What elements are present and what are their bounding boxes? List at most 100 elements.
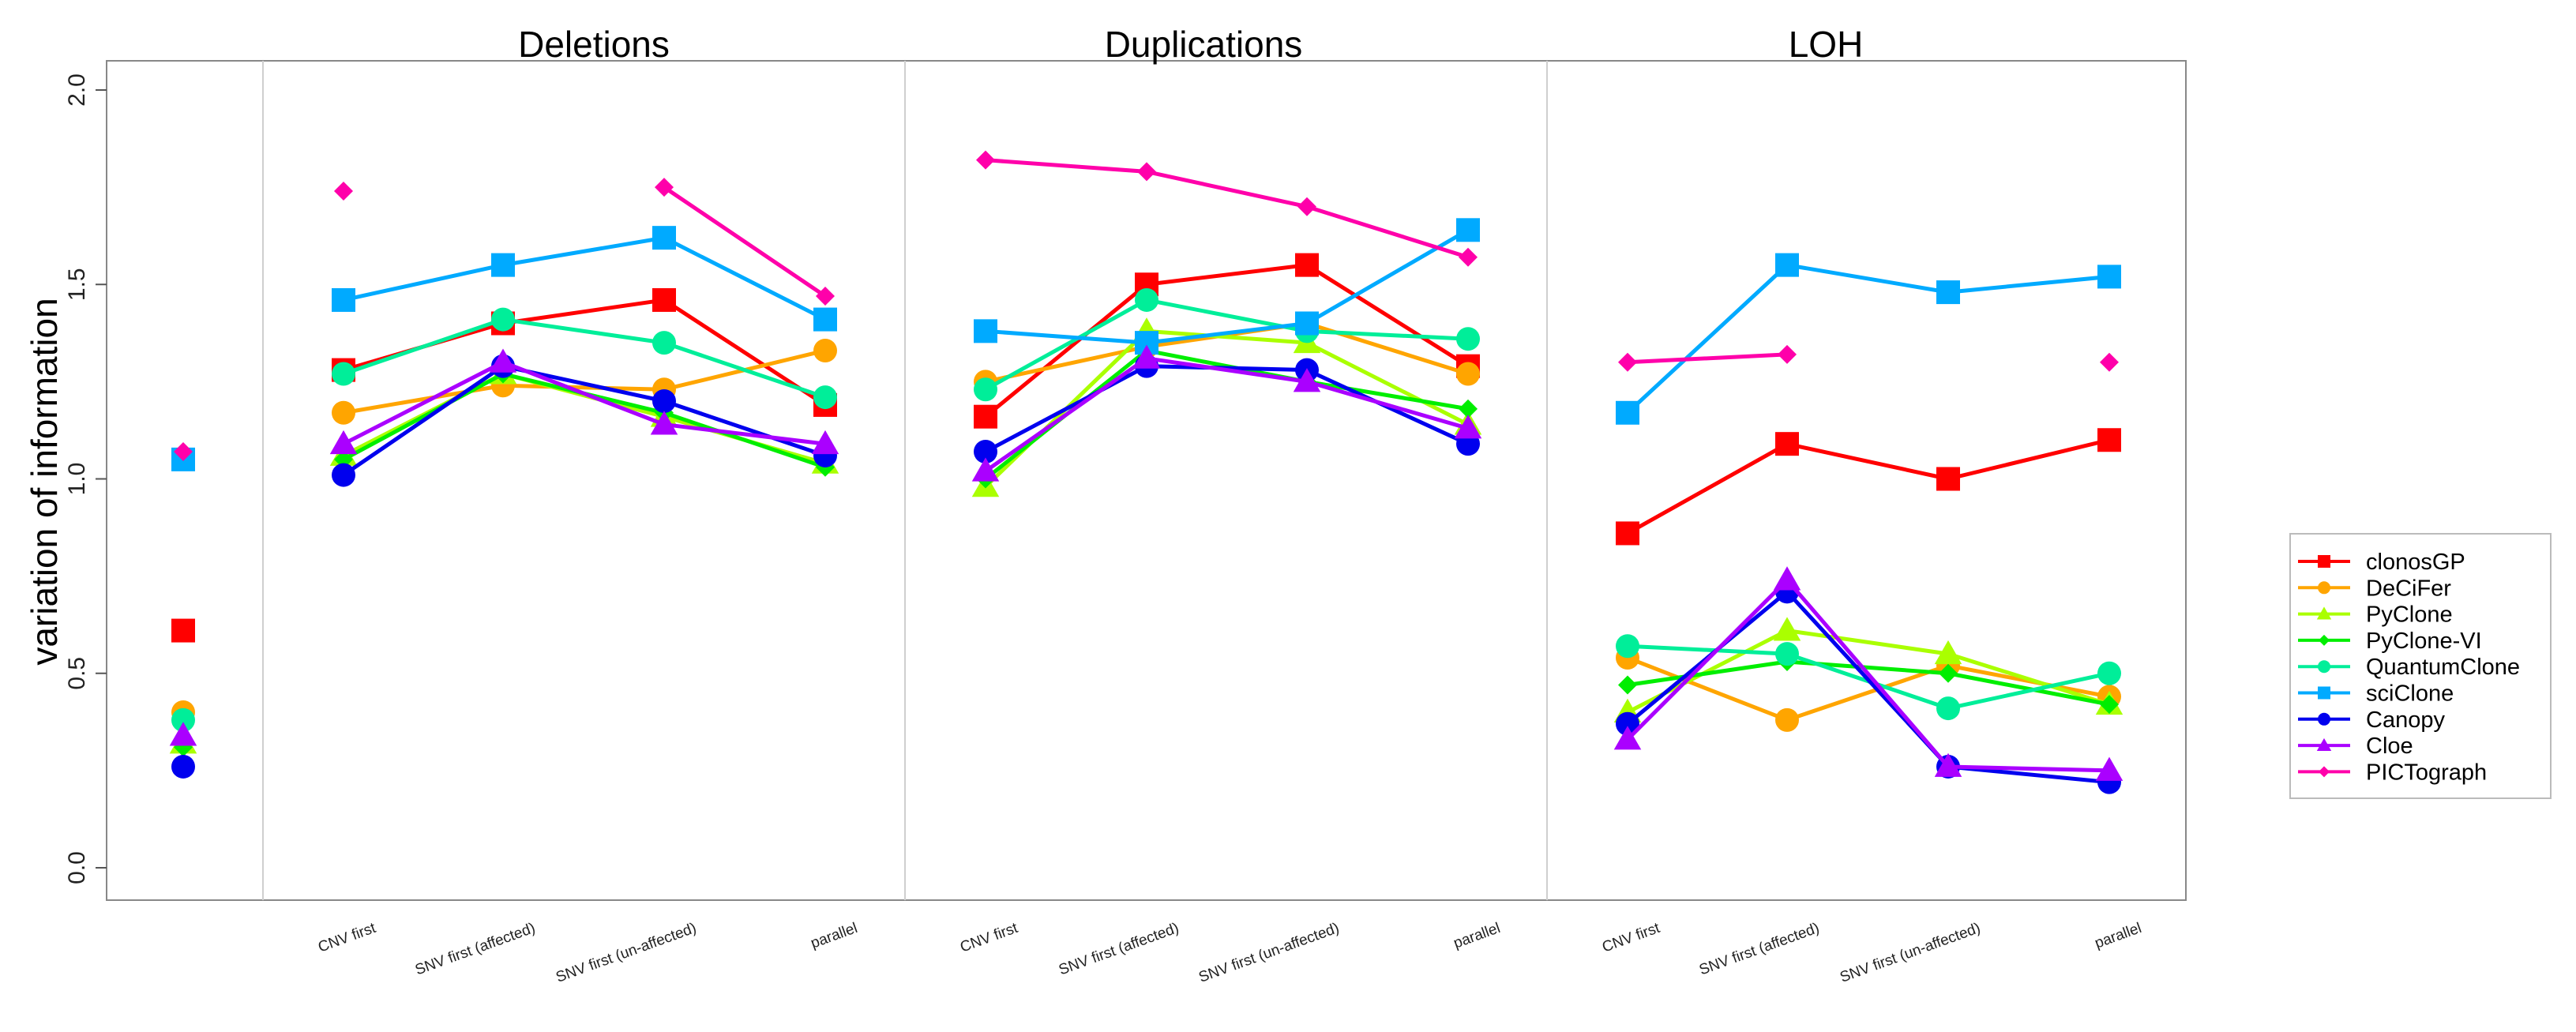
legend-swatch-marker	[2318, 686, 2330, 700]
legend-item: Canopy	[2298, 707, 2445, 733]
series-line-segment	[1785, 441, 1951, 481]
series-Canopy	[171, 354, 2121, 794]
series-line-segment	[1785, 263, 1951, 295]
series-line-segment	[1305, 328, 1470, 341]
data-point	[332, 287, 355, 312]
data-point	[811, 430, 839, 455]
series-line-segment	[341, 383, 505, 415]
y-axis: variation of information 0.0 0.5 1.0 1.5 2.0	[24, 73, 107, 884]
legend-swatch-marker	[2318, 581, 2330, 595]
x-tick-label: CNV first	[1600, 920, 1662, 956]
series-sciClone	[171, 218, 2121, 471]
data-point	[813, 385, 837, 410]
series-line-segment	[1625, 655, 1789, 722]
data-point	[491, 253, 515, 277]
legend-item: PyClone-VI	[2298, 629, 2482, 654]
data-point	[1616, 711, 1639, 736]
data-point	[1456, 327, 1480, 351]
legend-label: PyClone	[2366, 602, 2453, 628]
y-tick-label: 1.0	[64, 463, 90, 496]
legend-label: clonosGP	[2366, 550, 2465, 575]
data-point	[974, 377, 997, 402]
data-point	[1456, 362, 1480, 386]
baseline-point	[169, 722, 197, 746]
panel-title-deletions: Deletions	[518, 24, 670, 65]
legend-swatch-marker	[2319, 766, 2330, 778]
baseline-point	[171, 707, 195, 732]
series-layer	[169, 150, 2124, 794]
data-point	[971, 457, 1000, 482]
series-line-segment	[1305, 263, 1470, 369]
series-line-segment	[1785, 629, 1951, 656]
series-line-segment	[501, 235, 667, 268]
series-line-segment	[341, 372, 505, 462]
data-point	[652, 226, 676, 250]
legend-swatch-marker	[2316, 606, 2332, 620]
x-tick-label: parallel	[809, 920, 860, 952]
data-point	[1775, 642, 1799, 666]
data-point	[813, 307, 837, 332]
legend-item: clonosGP	[2298, 550, 2465, 575]
data-point	[650, 411, 678, 435]
legend-item: Cloe	[2298, 734, 2413, 759]
series-line-segment	[1144, 321, 1309, 345]
series-line-segment	[1144, 356, 1309, 384]
data-point	[1459, 399, 1478, 418]
data-point	[1934, 752, 1962, 777]
data-point	[1618, 352, 1637, 372]
y-axis-label: variation of information	[24, 298, 65, 665]
data-point	[1454, 415, 1482, 439]
data-point	[332, 463, 355, 487]
data-point	[491, 307, 515, 332]
series-QuantumClone	[171, 287, 2121, 732]
data-point	[2097, 661, 2121, 685]
legend-swatch-marker	[2319, 634, 2330, 646]
y-tick-label: 1.5	[64, 268, 90, 301]
data-point	[1936, 696, 1960, 721]
legend-label: DeCiFer	[2366, 576, 2451, 601]
legend-item: PICTograph	[2298, 760, 2487, 785]
data-point	[652, 287, 676, 312]
series-line-segment	[1785, 578, 1951, 769]
data-point	[652, 331, 676, 355]
x-axis-ticks: CNV first SNV first (affected) SNV first (…	[316, 920, 2144, 986]
x-tick-label: SNV first (un-affected)	[1838, 920, 1982, 986]
series-line-segment	[1946, 764, 2112, 773]
data-point	[332, 400, 355, 425]
series-line-segment	[1785, 663, 1951, 722]
data-point	[1939, 663, 1958, 683]
data-point	[1775, 707, 1799, 732]
data-point	[974, 440, 997, 464]
x-tick-label: SNV first (affected)	[1057, 920, 1181, 979]
data-point	[334, 182, 353, 201]
series-line-segment	[1144, 263, 1309, 287]
series-line-segment	[662, 422, 828, 446]
legend-item: QuantumClone	[2298, 655, 2520, 680]
legend-label: sciClone	[2366, 681, 2454, 707]
x-tick-label: SNV first (affected)	[1697, 920, 1822, 979]
panel-title-duplications: Duplications	[1105, 24, 1303, 65]
baseline-point	[171, 618, 195, 643]
x-tick-label: parallel	[1451, 920, 1503, 952]
legend-label: QuantumClone	[2366, 655, 2520, 680]
data-point	[1773, 617, 1801, 641]
data-point	[1773, 566, 1801, 591]
series-line-segment	[662, 411, 828, 470]
data-point	[1616, 521, 1639, 546]
series-PyClone-VI	[174, 340, 2119, 757]
data-point	[1778, 344, 1797, 364]
panel-titles: Deletions Duplications LOH	[518, 24, 1863, 65]
series-line-segment	[1946, 274, 2112, 295]
x-tick-label: CNV first	[958, 920, 1020, 956]
x-tick-label: parallel	[2093, 920, 2144, 952]
series-PICTograph	[174, 150, 2119, 462]
series-line-segment	[983, 282, 1149, 419]
data-point	[2095, 756, 2124, 781]
series-line-segment	[341, 317, 505, 377]
data-point	[1618, 675, 1637, 695]
series-line-segment	[1625, 578, 1789, 741]
legend-swatch-marker	[2318, 660, 2330, 674]
data-point	[816, 287, 835, 306]
series-line-segment	[983, 356, 1149, 474]
series-line-segment	[501, 383, 667, 392]
